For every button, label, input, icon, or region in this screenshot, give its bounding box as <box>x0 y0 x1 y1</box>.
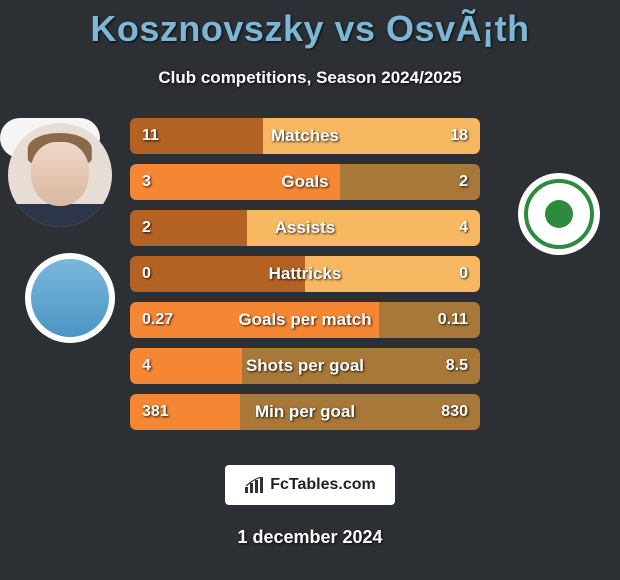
club-right-badge <box>518 173 600 255</box>
stat-row: Assists2 4 <box>130 210 480 246</box>
stat-value-right: 2 <box>459 164 468 200</box>
stat-row: Shots per goal4 8.5 <box>130 348 480 384</box>
player-left-avatar <box>8 123 112 227</box>
stat-value-left: 381 <box>142 394 169 430</box>
date-label: 1 december 2024 <box>0 527 620 548</box>
stat-value-right: 0.11 <box>438 302 468 338</box>
stat-value-right: 8.5 <box>446 348 468 384</box>
stat-label: Assists <box>130 210 480 246</box>
stat-row: Min per goal381 830 <box>130 394 480 430</box>
stat-label: Min per goal <box>130 394 480 430</box>
stat-value-left: 4 <box>142 348 151 384</box>
page-title: Kosznovszky vs OsvÃ¡th <box>0 0 620 50</box>
stat-row: Goals per match0.27 0.11 <box>130 302 480 338</box>
stat-value-right: 830 <box>441 394 468 430</box>
stat-row: Hattricks0 0 <box>130 256 480 292</box>
stat-label: Goals <box>130 164 480 200</box>
stat-value-left: 11 <box>142 118 159 154</box>
stat-value-left: 3 <box>142 164 151 200</box>
stat-value-left: 0.27 <box>142 302 173 338</box>
stat-value-right: 18 <box>450 118 468 154</box>
stat-value-left: 0 <box>142 256 151 292</box>
chart-icon <box>244 477 264 493</box>
footer-brand[interactable]: FcTables.com <box>225 465 395 505</box>
stat-label: Hattricks <box>130 256 480 292</box>
stats-container: Matches1118Goals32Assists24Hattricks00Go… <box>130 118 480 440</box>
stat-label: Goals per match <box>130 302 480 338</box>
stat-value-right: 4 <box>459 210 468 246</box>
footer-brand-text: FcTables.com <box>270 476 376 494</box>
club-left-badge <box>25 253 115 343</box>
stat-value-left: 2 <box>142 210 151 246</box>
stat-value-right: 0 <box>459 256 468 292</box>
subtitle: Club competitions, Season 2024/2025 <box>0 68 620 88</box>
comparison-area: Matches1118Goals32Assists24Hattricks00Go… <box>0 118 620 453</box>
stat-label: Matches <box>130 118 480 154</box>
stat-row: Matches11 18 <box>130 118 480 154</box>
stat-label: Shots per goal <box>130 348 480 384</box>
stat-row: Goals3 2 <box>130 164 480 200</box>
